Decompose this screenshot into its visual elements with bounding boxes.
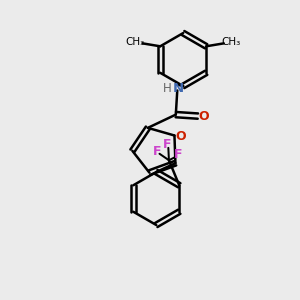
Text: CH₃: CH₃ [221,37,241,47]
Text: CH₃: CH₃ [126,37,145,47]
Text: F: F [153,145,161,158]
Text: O: O [199,110,209,123]
Text: F: F [163,138,172,152]
Text: O: O [176,130,186,143]
Text: F: F [174,148,183,161]
Text: H: H [163,82,171,94]
Text: N: N [173,82,184,94]
